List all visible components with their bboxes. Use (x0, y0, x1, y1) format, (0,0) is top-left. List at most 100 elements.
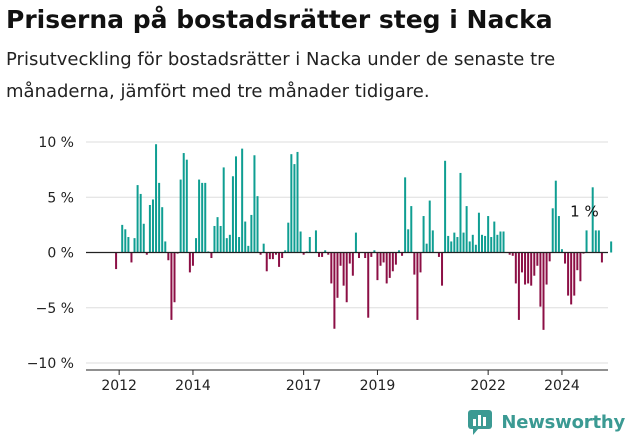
bar (477, 212, 480, 253)
bar (450, 241, 453, 253)
bar (265, 252, 268, 272)
bar (471, 234, 474, 253)
bar (530, 252, 533, 286)
bar (170, 252, 173, 320)
bar (407, 229, 410, 253)
bar (502, 231, 505, 253)
bar (274, 252, 277, 255)
bar (293, 164, 296, 253)
axes (86, 251, 608, 375)
bar (576, 252, 579, 271)
bar (456, 237, 459, 253)
bar (597, 230, 600, 253)
bar (542, 252, 545, 330)
bar (124, 229, 127, 253)
bar (222, 167, 225, 253)
bar (139, 193, 142, 253)
bar (241, 148, 244, 253)
bar (173, 252, 176, 303)
bar (191, 252, 194, 266)
bar (253, 155, 256, 253)
bar (151, 199, 154, 253)
bar (560, 249, 563, 253)
bar (545, 252, 548, 285)
bar (385, 252, 388, 284)
bar (511, 252, 514, 256)
x-tick-label: 2024 (544, 378, 580, 394)
bar (419, 252, 422, 273)
bar (348, 252, 351, 264)
bar (271, 252, 274, 260)
x-tick-label: 2017 (286, 378, 322, 394)
bar (219, 225, 222, 253)
bar (410, 206, 413, 253)
bar (185, 159, 188, 253)
bar (201, 182, 204, 253)
bar (508, 252, 511, 255)
chart-title: Priserna på bostadsrätter steg i Nacka (6, 5, 553, 34)
bar (401, 252, 404, 256)
bar (244, 221, 247, 253)
x-tick-label: 2014 (175, 378, 211, 394)
bar (308, 237, 311, 253)
bar (373, 250, 376, 253)
bar (148, 204, 151, 253)
y-tick-label: 10 % (38, 135, 74, 151)
newsworthy-brand: Newsworthy (467, 407, 625, 437)
bar (268, 252, 271, 260)
bar (524, 252, 527, 285)
bar (493, 221, 496, 253)
bar (333, 252, 336, 329)
bar (397, 250, 400, 253)
bar (145, 252, 148, 255)
bar (302, 252, 305, 255)
bar (431, 230, 434, 253)
bar (213, 225, 216, 253)
bar (388, 252, 391, 278)
bar (517, 252, 520, 320)
bar (198, 179, 201, 253)
x-tick-label: 2022 (470, 378, 506, 394)
bar (231, 176, 234, 253)
bar (299, 231, 302, 253)
bar (567, 252, 570, 296)
bar (324, 250, 327, 253)
bar (167, 252, 170, 261)
bar (370, 252, 373, 257)
bar (321, 252, 324, 257)
bar (121, 224, 124, 253)
bar (425, 243, 428, 253)
brand-name: Newsworthy (501, 411, 625, 433)
bar (465, 206, 468, 253)
y-tick-label: −5 % (36, 301, 74, 317)
bar (195, 238, 198, 253)
bar (278, 252, 281, 267)
bar (182, 153, 185, 253)
bar (216, 217, 219, 253)
bar (342, 252, 345, 286)
bar (142, 223, 145, 253)
bar (115, 252, 118, 270)
bar (351, 252, 354, 276)
bar (130, 252, 133, 263)
bar (474, 244, 477, 253)
bar (336, 252, 339, 298)
bar (459, 172, 462, 253)
bar (496, 234, 499, 253)
bar (579, 252, 582, 282)
bar (437, 252, 440, 257)
bar (487, 216, 490, 253)
bar (444, 160, 447, 253)
bar (367, 252, 370, 318)
bar (228, 234, 231, 253)
bar (247, 245, 250, 253)
bar (557, 216, 560, 253)
y-tick-label: −10 % (27, 356, 74, 372)
bar (551, 208, 554, 253)
bar (441, 252, 444, 286)
y-tick-label: 0 % (47, 246, 74, 262)
chart-subtitle: Prisutveckling för bostadsrätter i Nacka… (6, 49, 556, 102)
bar (284, 250, 287, 253)
bar (155, 144, 158, 253)
